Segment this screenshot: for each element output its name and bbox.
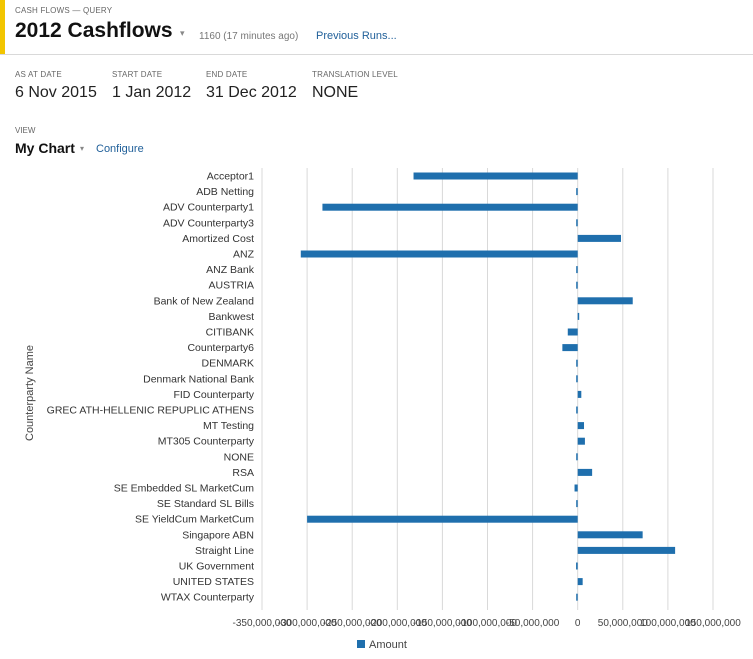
chart-grid — [261, 168, 714, 610]
end-date-label: END DATE — [206, 70, 248, 79]
x-tick-label: -50,000,000 — [506, 618, 560, 629]
category-label: DENMARK — [201, 358, 254, 370]
category-label: ADV Counterparty3 — [163, 217, 254, 229]
bar[interactable] — [577, 468, 593, 476]
page-title: 2012 Cashflows — [15, 19, 173, 42]
breadcrumb: CASH FLOWS — QUERY — [15, 6, 113, 15]
category-label: Counterparty6 — [187, 342, 254, 354]
category-label: MT305 Counterparty — [158, 436, 255, 448]
category-label: UK Government — [179, 561, 254, 573]
category-label: Acceptor1 — [207, 171, 254, 183]
bar[interactable] — [577, 546, 676, 554]
category-label: ANZ — [233, 249, 255, 261]
category-label: Singapore ABN — [182, 529, 254, 541]
bar[interactable] — [577, 234, 621, 242]
configure-link[interactable]: Configure — [96, 143, 144, 155]
category-label: Amortized Cost — [182, 233, 254, 245]
bar[interactable] — [576, 406, 578, 414]
bar[interactable] — [300, 250, 578, 258]
translation-level-value: NONE — [312, 84, 359, 101]
start-date: START DATE 1 Jan 2012 — [112, 70, 191, 102]
end-date: END DATE 31 Dec 2012 — [206, 70, 297, 102]
x-tick-label: 0 — [575, 618, 581, 629]
as-at-date-label: AS AT DATE — [15, 70, 62, 79]
category-label: GREC ATH-HELLENIC REPUPLIC ATHENS — [47, 405, 254, 417]
bar[interactable] — [577, 312, 580, 320]
chart-legend[interactable]: Amount — [357, 639, 407, 651]
bar[interactable] — [576, 281, 578, 289]
previous-runs-link[interactable]: Previous Runs... — [316, 30, 397, 42]
bar[interactable] — [307, 515, 578, 523]
bar[interactable] — [576, 453, 578, 461]
bar[interactable] — [577, 531, 643, 539]
start-date-value: 1 Jan 2012 — [112, 84, 192, 101]
category-label: ADB Netting — [196, 186, 254, 198]
chart-category-labels: Acceptor1 ADB Netting ADV Counterparty1 ADV… — [47, 171, 255, 604]
category-label: UNITED STATES — [173, 576, 254, 588]
x-tick-label: 150,000,000 — [685, 618, 741, 629]
legend-label: Amount — [369, 639, 407, 651]
x-tick-label: -200,000,000 — [368, 618, 427, 629]
bar[interactable] — [577, 422, 585, 430]
category-label: AUSTRIA — [208, 280, 254, 292]
bar[interactable] — [576, 375, 578, 383]
bar[interactable] — [576, 219, 578, 227]
start-date-label: START DATE — [112, 70, 163, 79]
page-header: CASH FLOWS — QUERY 2012 Cashflows ▾ 1160… — [0, 0, 753, 55]
bar[interactable] — [576, 188, 578, 196]
bar[interactable] — [567, 328, 578, 336]
bar[interactable] — [576, 500, 578, 508]
category-label: Bank of New Zealand — [154, 295, 255, 307]
view-name[interactable]: My Chart — [15, 140, 75, 156]
bar[interactable] — [322, 203, 578, 211]
category-label: RSA — [232, 467, 254, 479]
x-tick-label: -250,000,000 — [323, 618, 382, 629]
category-label: ADV Counterparty1 — [163, 202, 254, 214]
category-label: NONE — [224, 451, 254, 463]
category-label: SE YieldCum MarketCum — [135, 514, 254, 526]
x-tick-label: -100,000,000 — [458, 618, 517, 629]
category-label: Bankwest — [208, 311, 254, 323]
legend-swatch — [357, 640, 365, 648]
bar[interactable] — [576, 593, 578, 601]
bar[interactable] — [562, 344, 578, 352]
category-label: SE Standard SL Bills — [157, 498, 254, 510]
category-label: ANZ Bank — [206, 264, 255, 276]
as-at-date-value: 6 Nov 2015 — [15, 84, 97, 101]
x-tick-label: -300,000,000 — [278, 618, 337, 629]
cashflow-bar-chart: Acceptor1 ADB Netting ADV Counterparty1 ADV… — [24, 168, 742, 651]
bar[interactable] — [574, 484, 578, 492]
x-tick-label: 50,000,000 — [598, 618, 648, 629]
x-tick-label: -150,000,000 — [413, 618, 472, 629]
bar[interactable] — [577, 297, 633, 305]
bar[interactable] — [577, 390, 582, 398]
end-date-value: 31 Dec 2012 — [206, 84, 297, 101]
category-label: WTAX Counterparty — [161, 592, 255, 604]
category-label: SE Embedded SL MarketCum — [114, 483, 255, 495]
category-label: CITIBANK — [206, 327, 254, 339]
bar[interactable] — [413, 172, 578, 180]
accent-bar — [0, 0, 5, 54]
translation-level-label: TRANSLATION LEVEL — [312, 70, 398, 79]
bar[interactable] — [577, 437, 585, 445]
bar[interactable] — [577, 578, 583, 586]
bar[interactable] — [576, 562, 578, 570]
chart-x-tick-labels: -350,000,000-300,000,000-250,000,000-200… — [233, 618, 742, 629]
category-label: Denmark National Bank — [143, 373, 255, 385]
category-label: MT Testing — [203, 420, 254, 432]
bar[interactable] — [576, 359, 578, 367]
run-info: 1160 (17 minutes ago) — [199, 31, 299, 42]
x-tick-label: -350,000,000 — [233, 618, 292, 629]
as-at-date: AS AT DATE 6 Nov 2015 — [15, 70, 97, 102]
category-label: FID Counterparty — [173, 389, 254, 401]
translation-level: TRANSLATION LEVEL NONE — [312, 70, 398, 102]
category-label: Straight Line — [195, 545, 254, 557]
view-dropdown-icon[interactable]: ▾ — [80, 144, 85, 153]
bar[interactable] — [576, 266, 578, 274]
x-tick-label: 100,000,000 — [640, 618, 696, 629]
chart-bars — [300, 172, 676, 601]
view-label: VIEW — [15, 126, 36, 135]
title-dropdown-icon[interactable]: ▾ — [180, 28, 185, 38]
y-axis-title: Counterparty Name — [24, 345, 36, 441]
